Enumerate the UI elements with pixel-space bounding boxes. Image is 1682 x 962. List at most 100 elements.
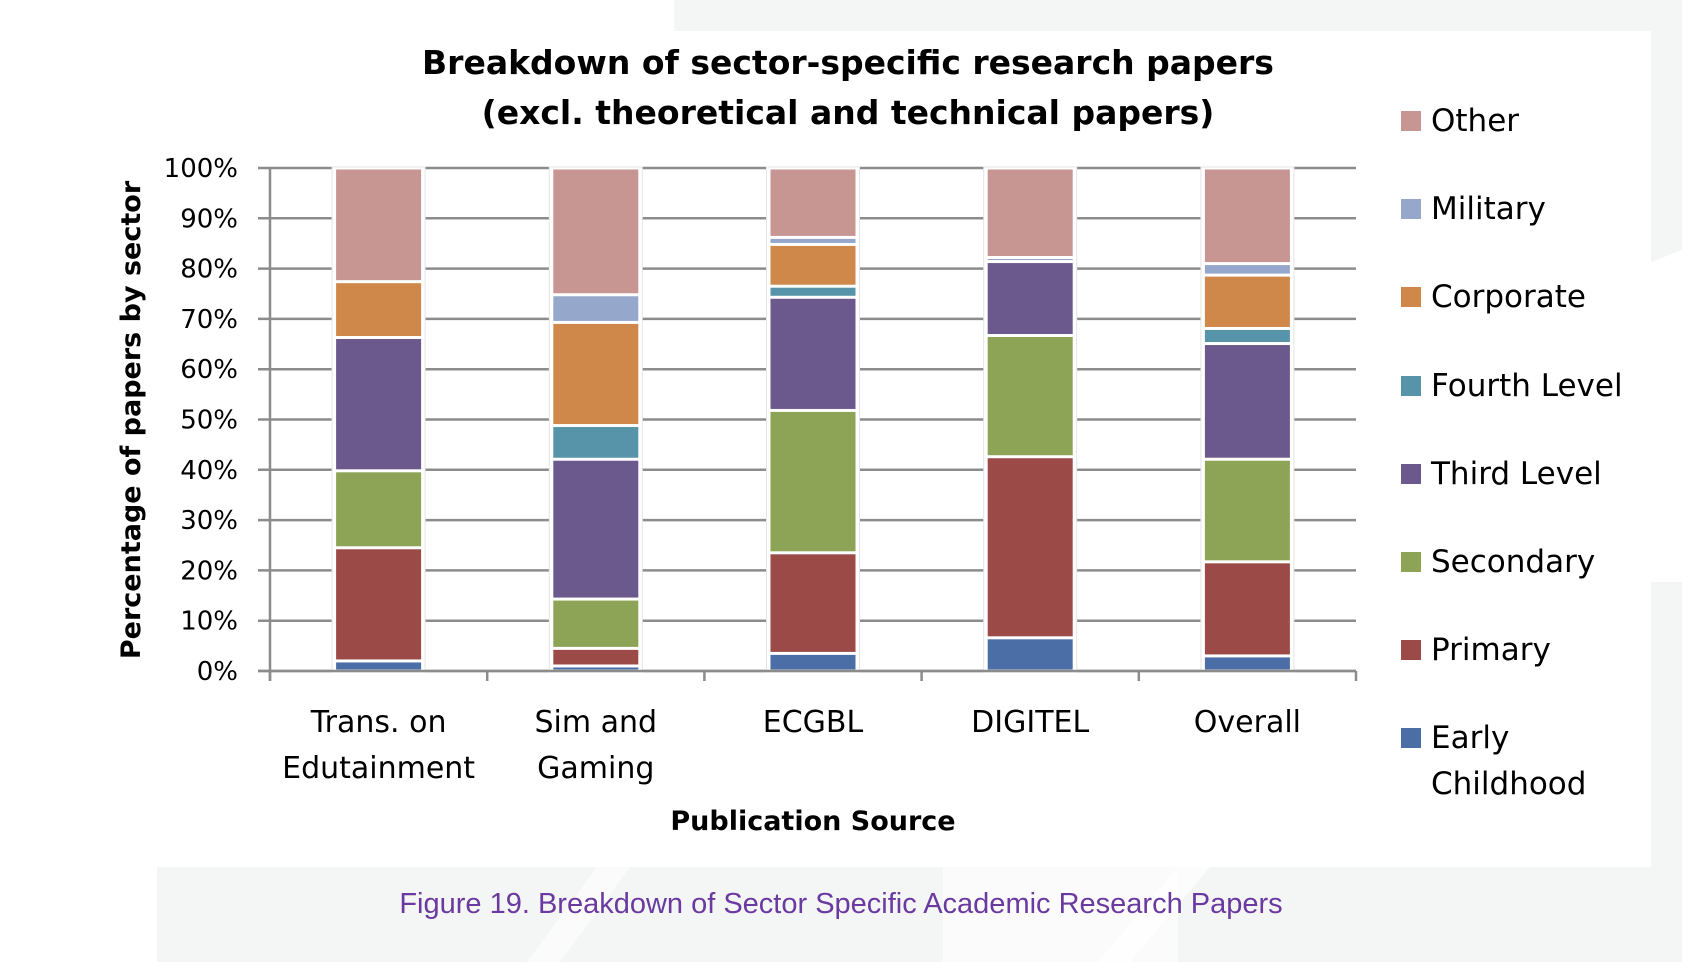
- bar-segment-early-childhood: [770, 654, 856, 670]
- y-tick-label: 80%: [180, 255, 238, 285]
- legend-label: Military: [1431, 191, 1546, 227]
- y-tick-label: 50%: [180, 406, 238, 436]
- y-tick-label: 40%: [180, 456, 238, 486]
- x-tick-label: Edutainment: [282, 751, 475, 786]
- bar-stack: [1200, 166, 1295, 673]
- legend-swatch: [1401, 728, 1421, 748]
- bar-segment-other: [770, 169, 856, 236]
- bar-segment-other: [336, 169, 422, 281]
- background-shape-right: [1651, 0, 1682, 262]
- bar-segment-primary: [553, 649, 639, 665]
- bar-segment-third-level: [1204, 345, 1290, 458]
- legend-swatch: [1401, 464, 1421, 484]
- x-tick-label: Overall: [1194, 705, 1301, 740]
- bar-segment-other: [1204, 169, 1290, 263]
- chart-title-line-1: Breakdown of sector-specific research pa…: [422, 43, 1274, 82]
- y-tick-label: 100%: [164, 154, 238, 184]
- legend-label: Third Level: [1430, 456, 1602, 492]
- bar-segment-early-childhood: [1204, 657, 1290, 670]
- bar-segment-third-level: [987, 263, 1073, 334]
- legend-item: Fourth Level: [1401, 368, 1623, 404]
- bar-segment-military: [553, 296, 639, 321]
- bars: [331, 166, 1295, 673]
- chart-title-line-2: (excl. theoretical and technical papers): [482, 93, 1215, 132]
- bar-segment-primary: [770, 554, 856, 652]
- x-tick-label: Trans. on: [310, 705, 447, 740]
- y-tick-label: 0%: [197, 657, 238, 687]
- y-tick-label: 70%: [180, 305, 238, 335]
- x-axis-label: Publication Source: [670, 806, 955, 837]
- bar-segment-corporate: [553, 323, 639, 425]
- legend-label: Primary: [1431, 632, 1551, 668]
- legend-label: Corporate: [1431, 279, 1586, 315]
- bar-segment-secondary: [770, 411, 856, 552]
- bar-segment-primary: [1204, 563, 1290, 655]
- legend-label: Early: [1431, 720, 1509, 756]
- background-stripe-right: [1098, 867, 1210, 962]
- bar-segment-third-level: [336, 339, 422, 470]
- x-tick-label: Gaming: [537, 751, 654, 786]
- legend-label: Childhood: [1431, 766, 1586, 802]
- bar-segment-corporate: [1204, 276, 1290, 327]
- background-stripe-left: [527, 867, 630, 962]
- legend-item: Third Level: [1401, 456, 1602, 492]
- bar-segment-third-level: [553, 460, 639, 598]
- bar-stack: [548, 166, 643, 673]
- legend-label: Fourth Level: [1431, 368, 1623, 404]
- bar-segment-secondary: [1204, 460, 1290, 561]
- background-shape-top: [674, 0, 1682, 31]
- legend-swatch: [1401, 552, 1421, 572]
- bar-segment-military: [1204, 265, 1290, 274]
- y-tick-label: 10%: [180, 607, 238, 637]
- bar-segment-corporate: [770, 245, 856, 285]
- y-axis-ticks: 0% 10% 20% 30% 40% 50% 60% 70% 80% 90% 100%: [164, 154, 238, 687]
- y-tick-label: 20%: [180, 556, 238, 586]
- bar-segment-primary: [987, 458, 1073, 637]
- legend-item: Primary: [1401, 632, 1551, 668]
- bar-stack: [983, 166, 1078, 673]
- bar-segment-early-childhood: [336, 662, 422, 670]
- legend-swatch: [1401, 287, 1421, 307]
- bar-segment-early-childhood: [987, 639, 1073, 670]
- bar-segment-secondary: [336, 472, 422, 547]
- x-tick-label: DIGITEL: [971, 705, 1089, 740]
- bar-segment-other: [987, 169, 1073, 257]
- bar-segment-primary: [336, 549, 422, 660]
- legend-item: Other: [1401, 103, 1519, 139]
- legend-swatch: [1401, 111, 1421, 131]
- legend-swatch: [1401, 199, 1421, 219]
- bar-segment-other: [553, 169, 639, 294]
- y-tick-label: 60%: [180, 355, 238, 385]
- bar-segment-secondary: [553, 600, 639, 647]
- legend-item: Early Childhood: [1401, 720, 1586, 802]
- legend-label: Other: [1431, 103, 1519, 139]
- x-axis-category-labels: Trans. on Edutainment Sim and Gaming ECGBL DI…: [282, 705, 1301, 786]
- legend-label: Secondary: [1431, 544, 1595, 580]
- bar-segment-third-level: [770, 298, 856, 409]
- chart-title: Breakdown of sector-specific research pa…: [422, 43, 1274, 132]
- bar-segment-fourth-level: [1204, 329, 1290, 343]
- legend-item: Military: [1401, 191, 1546, 227]
- bar-segment-military: [987, 259, 1073, 261]
- figure-caption: Figure 19. Breakdown of Sector Specific …: [399, 888, 1283, 920]
- legend-item: Secondary: [1401, 544, 1595, 580]
- x-tick-label: ECGBL: [763, 705, 864, 740]
- bar-segment-secondary: [987, 336, 1073, 456]
- y-tick-label: 30%: [180, 506, 238, 536]
- x-tick-label: Sim and: [535, 705, 658, 740]
- x-axis: [258, 669, 1358, 681]
- legend-swatch: [1401, 376, 1421, 396]
- background-shape-bottom: [157, 867, 1682, 962]
- bar-stack: [331, 166, 426, 673]
- legend-swatch: [1401, 640, 1421, 660]
- bar-segment-early-childhood: [553, 667, 639, 670]
- legend-item: Corporate: [1401, 279, 1586, 315]
- y-axis-label: Percentage of papers by sector: [116, 180, 147, 659]
- y-tick-label: 90%: [180, 204, 238, 234]
- bar-segment-corporate: [336, 283, 422, 337]
- bar-segment-fourth-level: [770, 287, 856, 296]
- bar-segment-fourth-level: [553, 427, 639, 458]
- bar-stack: [766, 166, 860, 673]
